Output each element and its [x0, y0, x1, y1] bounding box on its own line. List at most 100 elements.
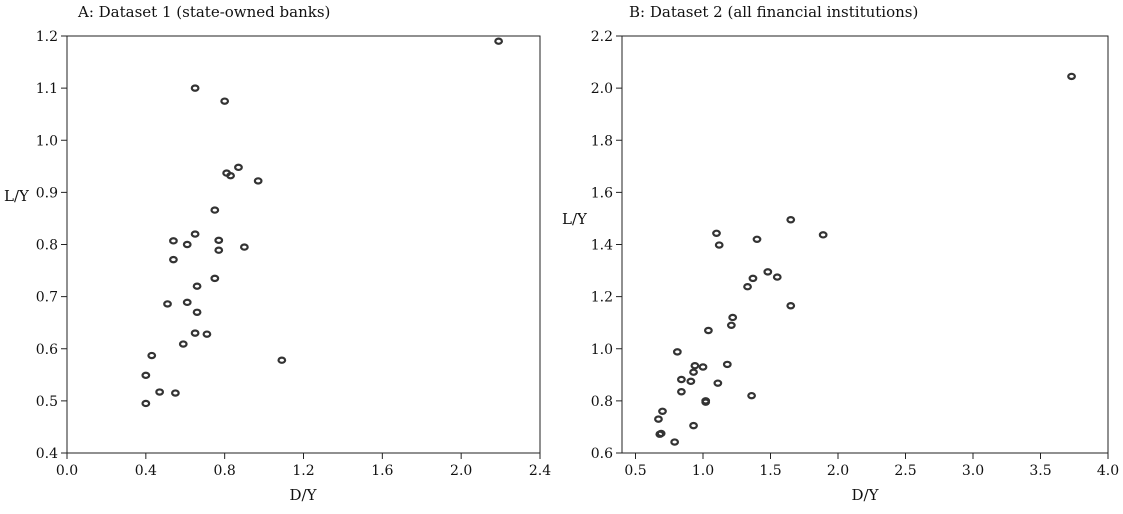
panel-a-data-point [178, 340, 188, 348]
panel-a-points [141, 37, 504, 408]
panel-b-data-point [672, 348, 682, 356]
panel-b-scatter: B: Dataset 2 (all financial institutions… [562, 3, 1119, 504]
panel-a-xtick-label: 1.2 [292, 463, 314, 479]
panel-a-scatter: A: Dataset 1 (state-owned banks) 0.0 0.4 0… [4, 3, 551, 504]
panel-b-data-point [726, 321, 736, 329]
panel-a-ytick-label: 1.0 [36, 133, 58, 149]
panel-b-data-point [763, 268, 773, 276]
panel-a-data-point [192, 282, 202, 290]
panel-b-ylabel: L/Y [562, 210, 588, 228]
panel-a-plot-frame [66, 35, 541, 454]
panel-a-data-point [169, 255, 178, 264]
panel-a-data-point [141, 399, 151, 408]
panel-a-ytick-label: 0.5 [36, 394, 58, 410]
panel-b-xtick-label: 2.0 [827, 463, 849, 479]
panel-b-data-point [701, 398, 711, 406]
panel-b-data-point [786, 302, 796, 310]
panel-a-data-point [210, 274, 220, 283]
panel-a-data-point [147, 351, 157, 360]
panel-b-xlabel: D/Y [852, 486, 880, 504]
panel-b-ytick-label: 1.4 [591, 238, 613, 254]
panel-a-xlabel: D/Y [290, 486, 318, 504]
panel-b-data-point [689, 368, 698, 376]
panel-b-data-point [677, 375, 686, 384]
panel-b-data-point [713, 379, 723, 387]
panel-a-data-point [220, 97, 230, 105]
panel-b-ytick-label: 0.8 [591, 394, 613, 410]
panel-b-xtick-label: 3.0 [962, 463, 984, 479]
panel-a-title: A: Dataset 1 (state-owned banks) [77, 3, 330, 21]
panel-a-xtick-label: 2.0 [450, 463, 472, 479]
panel-a-data-point [190, 84, 200, 92]
panel-a-xtick-label: 0.8 [214, 463, 236, 479]
panel-b-plot-frame [621, 35, 1109, 454]
panel-b-data-point [728, 313, 738, 322]
panel-b-data-point [658, 407, 667, 415]
panel-b-xtick-label: 3.5 [1029, 463, 1051, 479]
panel-a-data-point [170, 389, 180, 397]
panel-b-data-point [686, 377, 696, 386]
panel-b-ytick-label: 1.0 [591, 342, 613, 358]
panel-a-data-point [226, 171, 235, 180]
panel-b-data-point [786, 216, 796, 224]
panel-a-data-point [239, 243, 249, 251]
panel-a-ytick-label: 0.4 [36, 446, 58, 462]
panel-a-axes: 0.0 0.4 0.8 1.2 1.6 2.0 2.40.40.50.60.70.80.91… [36, 29, 551, 479]
panel-b-ytick-label: 1.8 [591, 133, 613, 149]
panel-a-xtick-label: 1.6 [371, 463, 393, 479]
panel-a-ytick-label: 0.6 [36, 342, 58, 358]
panel-b-points [654, 72, 1076, 446]
panel-b-ytick-label: 1.2 [591, 290, 613, 306]
panel-b-data-point [752, 235, 762, 243]
panel-a-data-point [190, 329, 200, 337]
panel-a-ytick-label: 0.8 [36, 238, 58, 254]
panel-a-data-point [214, 236, 224, 245]
panel-b-data-point [772, 273, 782, 281]
panel-b-data-point [654, 415, 663, 423]
panel-b-xtick-label: 1.0 [692, 463, 714, 479]
panel-b-data-point [689, 421, 698, 430]
panel-b-data-point [690, 361, 700, 370]
panel-a-ylabel: L/Y [4, 187, 30, 205]
panel-a-data-point [141, 371, 151, 380]
panel-a-data-point [192, 308, 202, 316]
panel-a-xtick-label: 0.0 [56, 463, 78, 479]
panel-b-data-point [670, 438, 680, 446]
panel-a-data-point [163, 300, 172, 308]
panel-a-data-point [277, 356, 287, 364]
panel-b-data-point [712, 229, 721, 237]
panel-b-data-point [747, 391, 756, 400]
panel-a-xtick-label: 2.4 [529, 463, 551, 479]
panel-a-data-point [234, 163, 243, 172]
panel-a-data-point [202, 330, 212, 338]
panel-b-ytick-label: 1.6 [591, 185, 613, 201]
panel-b-data-point [714, 241, 724, 249]
panel-a-ytick-label: 0.9 [36, 185, 58, 201]
panel-b-data-point [655, 430, 665, 438]
panel-b-ytick-label: 2.2 [591, 29, 613, 45]
panel-b-data-point [818, 231, 828, 239]
panel-b-title: B: Dataset 2 (all financial institutions… [629, 3, 918, 21]
panel-b-data-point [677, 388, 686, 396]
panel-b-data-point [722, 360, 732, 369]
panel-a-ytick-label: 0.7 [36, 290, 58, 306]
panel-a-data-point [210, 206, 220, 214]
panel-b-ytick-label: 2.0 [591, 81, 613, 97]
panel-a-data-point [494, 37, 504, 45]
panel-b-data-point [748, 274, 758, 283]
panel-b-xtick-label: 4.0 [1097, 463, 1119, 479]
panel-a-xtick-label: 0.4 [135, 463, 157, 479]
panel-b-ytick-label: 0.6 [591, 446, 613, 462]
panel-a-data-point [190, 230, 200, 238]
panel-a-data-point [155, 388, 165, 396]
panel-a-ytick-label: 1.1 [36, 81, 58, 97]
panel-b-xtick-label: 0.5 [624, 463, 646, 479]
panel-b-data-point [743, 283, 752, 291]
panel-a-data-point [253, 177, 263, 185]
panel-b-data-point [1067, 72, 1076, 81]
panel-a-ytick-label: 1.2 [36, 29, 58, 45]
panel-b-data-point [698, 363, 708, 371]
panel-b-xtick-label: 2.5 [894, 463, 916, 479]
panel-a-data-point [214, 246, 224, 254]
